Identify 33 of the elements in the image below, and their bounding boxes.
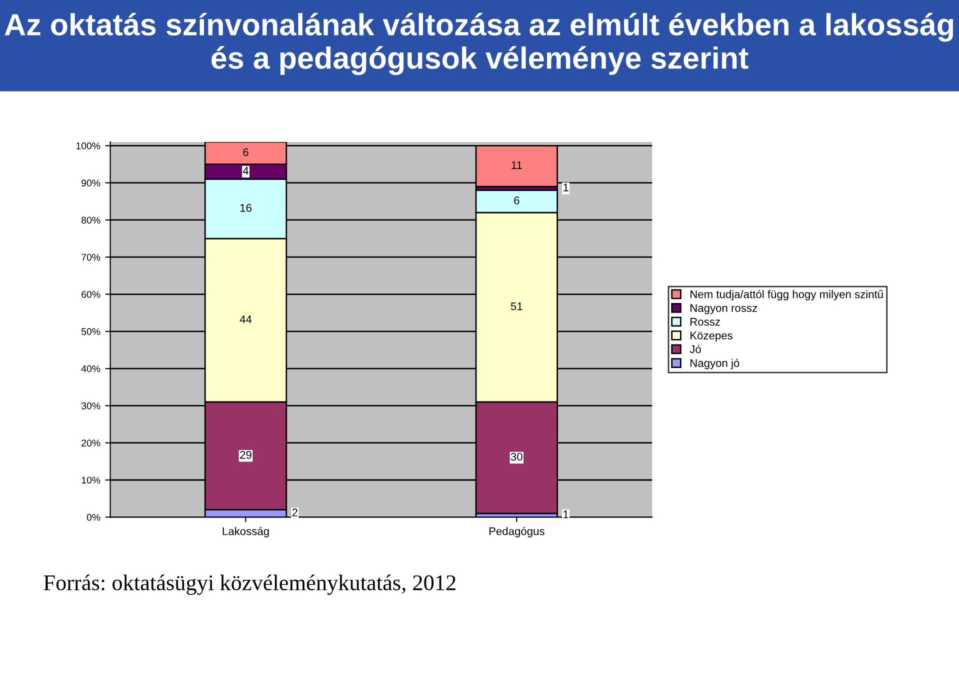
y-tick-label: 50% xyxy=(81,328,100,336)
data-label: 30 xyxy=(510,452,522,461)
data-label: 29 xyxy=(240,450,252,459)
y-tick-label: 60% xyxy=(82,290,100,298)
x-tick-label: Pedagógus xyxy=(489,526,544,538)
y-tick-label: 70% xyxy=(82,254,100,261)
data-label: 4 xyxy=(242,166,249,175)
y-tick-label: 20% xyxy=(82,440,100,446)
data-label: 51 xyxy=(510,302,522,310)
y-tick-label: 90% xyxy=(82,180,100,186)
legend-label: Nagyon jó xyxy=(690,358,740,370)
y-tick-label: 10% xyxy=(82,476,100,484)
x-tick-label: Lakosság xyxy=(222,526,269,538)
y-tick-label: 40% xyxy=(81,365,100,372)
legend-label: Nem tudja/attól függ hogy milyen szintű xyxy=(690,290,884,300)
data-label: 6 xyxy=(243,148,248,156)
legend-label: Nagyon rossz xyxy=(690,304,757,314)
data-label: 1 xyxy=(564,184,568,192)
data-label: 44 xyxy=(240,315,252,324)
data-label: 16 xyxy=(240,204,252,212)
data-label: 1 xyxy=(564,510,568,518)
legend-label: Jó xyxy=(690,344,701,354)
legend-label: Közepes xyxy=(690,332,732,342)
chart-title: Az oktatás színvonalának változása az elmúlt években a lakosság és a pedagógusok véleménye szerint xyxy=(4,12,954,76)
y-tick-label: 0% xyxy=(86,514,100,521)
data-label: 2 xyxy=(292,508,298,516)
y-tick-label: 100% xyxy=(76,142,100,150)
legend-label: Rossz xyxy=(690,318,720,326)
text: Forrás: oktatásügyi közvéleménykutatás, 2012 xyxy=(44,574,456,595)
y-tick-label: 30% xyxy=(81,402,100,410)
y-tick-label: 80% xyxy=(82,216,100,224)
data-label: 11 xyxy=(512,161,522,169)
data-label: 6 xyxy=(514,196,520,204)
